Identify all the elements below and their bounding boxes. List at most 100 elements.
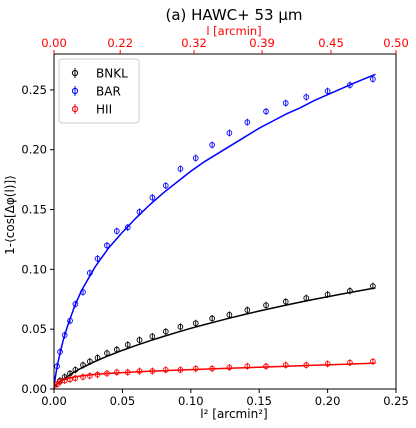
x-tick-label: 0.15 <box>246 394 272 408</box>
data-point-hii <box>113 368 120 376</box>
data-point-bnkl <box>282 298 289 306</box>
data-point-bar <box>244 118 251 126</box>
data-point-bnkl <box>113 346 120 354</box>
axes: 0.00 0.05 0.10 0.15 0.20 0.25 0.00 0.22 0.32 0.39… <box>21 36 408 408</box>
data-point-bar <box>177 165 184 173</box>
data-point-bnkl <box>347 287 353 295</box>
data-point-hii <box>303 361 310 369</box>
data-point-bar <box>94 255 101 263</box>
data-point-bar <box>192 154 199 162</box>
data-point-bnkl <box>86 357 93 365</box>
data-point-bar <box>113 227 120 235</box>
y-tick-label: 0.10 <box>21 262 47 276</box>
data-point-hii <box>324 360 331 368</box>
fit-line-hii <box>53 362 376 390</box>
data-point-bar <box>209 141 215 149</box>
data-point-bar <box>57 348 63 356</box>
legend-entry-bnkl: BNKL <box>71 67 128 81</box>
top-x-tick-label: 0.22 <box>107 36 133 50</box>
data-point-bar <box>86 269 93 277</box>
data-point-bar <box>347 81 353 89</box>
data-point-hii <box>67 375 73 383</box>
data-point-bnkl <box>370 282 376 290</box>
x-tick-label: 0.00 <box>41 394 67 408</box>
data-point-hii <box>72 374 79 382</box>
data-point-hii <box>226 363 233 371</box>
data-point-hii <box>162 366 169 374</box>
data-point-hii <box>136 367 143 375</box>
data-point-bar <box>72 300 79 308</box>
top-x-tick-label: 0.50 <box>383 36 409 50</box>
legend-box <box>58 58 140 124</box>
data-point-bnkl <box>136 336 143 344</box>
x-tick-label: 0.20 <box>315 394 341 408</box>
data-point-bar <box>303 93 310 101</box>
data-point-hii <box>370 357 376 365</box>
x-axis-label: l² [arcmin²] <box>200 407 267 421</box>
data-point-bnkl <box>244 306 251 314</box>
data-point-hii <box>124 368 131 376</box>
x-tick-label: 0.10 <box>178 394 204 408</box>
data-point-bnkl <box>209 314 215 322</box>
data-point-bnkl <box>177 323 184 331</box>
data-point-hii <box>149 367 156 375</box>
data-point-bnkl <box>226 311 233 319</box>
data-point-bar <box>54 362 60 370</box>
data-point-hii <box>244 362 251 370</box>
data-point-bar <box>162 182 169 190</box>
y-tick-label: 0.05 <box>21 322 47 336</box>
top-x-tick-label: 0.45 <box>318 36 344 50</box>
data-point-bar <box>136 208 143 216</box>
data-point-bnkl <box>149 332 156 340</box>
top-x-tick-label: 0.32 <box>181 36 207 50</box>
data-point-hii <box>177 366 184 374</box>
data-point-hii <box>94 371 101 379</box>
data-point-bar <box>282 99 289 107</box>
data-point-bar <box>324 87 331 95</box>
data-point-hii <box>104 369 110 377</box>
data-points <box>54 75 376 388</box>
data-point-bnkl <box>80 361 86 369</box>
legend-label: BAR <box>96 85 121 99</box>
top-x-tick-label: 0.00 <box>41 36 67 50</box>
data-point-bar <box>149 194 156 202</box>
x-tick-label: 0.05 <box>110 394 136 408</box>
data-point-hii <box>282 361 289 369</box>
data-point-bar <box>80 288 86 296</box>
data-point-bar <box>226 129 233 137</box>
legend-entry-hii: HII <box>71 103 112 117</box>
data-point-hii <box>192 365 199 373</box>
data-point-bar <box>67 317 73 325</box>
data-point-bnkl <box>192 319 199 327</box>
legend-entry-bar: BAR <box>71 85 121 99</box>
data-point-hii <box>80 373 86 381</box>
y-axis-label: 1-⟨cos[Δφ(l)]⟩ <box>3 175 17 255</box>
data-point-bnkl <box>104 349 110 357</box>
data-point-bnkl <box>94 354 101 362</box>
y-tick-label: 0.20 <box>21 143 47 157</box>
legend-label: HII <box>96 103 112 117</box>
top-x-tick-label: 0.39 <box>249 36 275 50</box>
y-tick-label: 0.00 <box>21 382 47 396</box>
data-point-bar <box>124 223 131 231</box>
data-point-bnkl <box>162 328 169 336</box>
data-point-hii <box>347 359 353 367</box>
data-point-bnkl <box>303 294 310 302</box>
top-x-axis-label: l [arcmin] <box>206 24 261 38</box>
data-point-bnkl <box>124 341 131 349</box>
data-point-hii <box>209 365 215 373</box>
data-point-bnkl <box>72 366 79 374</box>
data-point-hii <box>263 362 269 370</box>
plot-frame <box>53 53 397 390</box>
y-tick-label: 0.25 <box>21 83 47 97</box>
data-point-hii <box>86 372 93 380</box>
data-point-bnkl <box>324 290 331 298</box>
y-tick-label: 0.15 <box>21 203 47 217</box>
data-point-bar <box>370 75 376 83</box>
data-point-bar <box>104 241 110 249</box>
data-point-bar <box>263 107 269 115</box>
chart-title: (a) HAWC+ 53 μm <box>165 6 302 24</box>
data-point-hii <box>61 377 68 385</box>
data-point-bnkl <box>263 301 269 309</box>
